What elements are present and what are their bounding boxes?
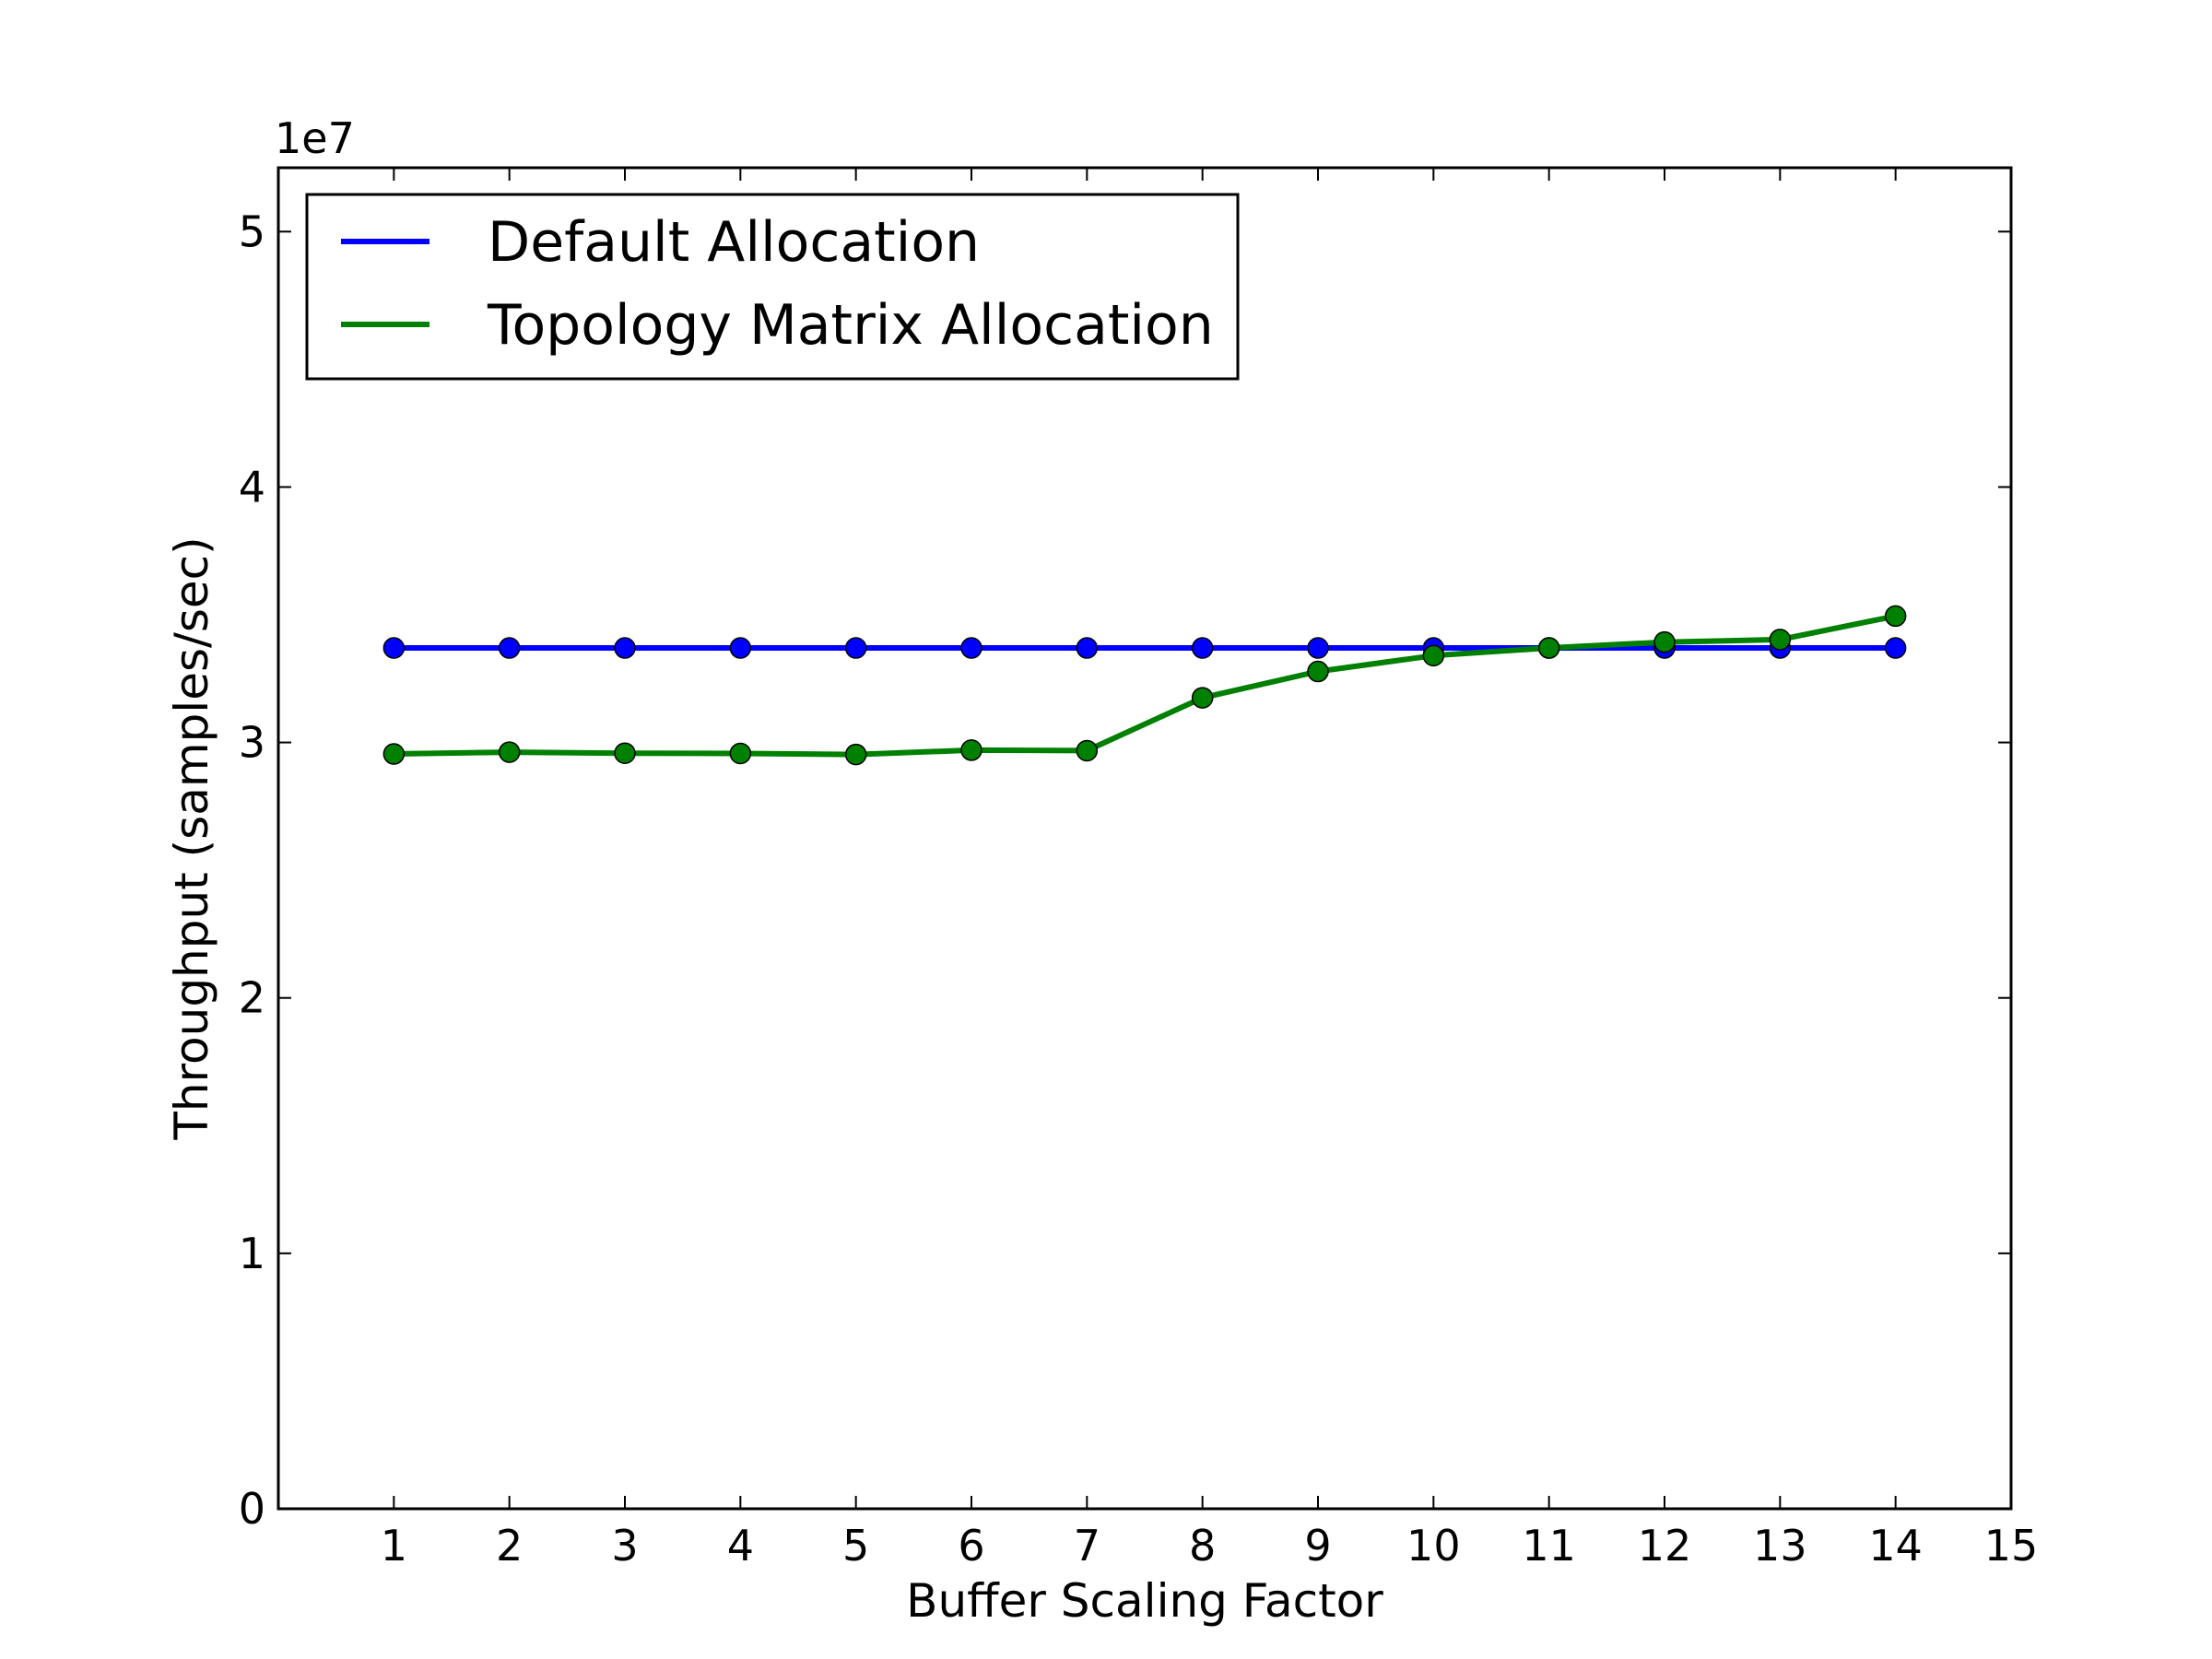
series-line-topology-matrix-allocation: [394, 613, 1897, 758]
x-tick-label: 2: [496, 1521, 523, 1571]
data-point: [498, 637, 521, 659]
data-point: [1191, 637, 1214, 659]
data-point: [1422, 644, 1445, 667]
x-tick-label: 4: [727, 1521, 754, 1571]
x-tick-label: 12: [1638, 1521, 1692, 1571]
x-tick-label: 3: [611, 1521, 638, 1571]
data-point: [498, 741, 521, 763]
y-axis-offset-label: 1e7: [275, 113, 355, 163]
x-tick-label: 10: [1406, 1521, 1461, 1571]
x-tick-label: 1: [381, 1521, 407, 1571]
data-point: [1076, 739, 1099, 762]
data-point: [1076, 637, 1099, 659]
data-point: [1884, 605, 1907, 628]
y-tick-label: 4: [239, 462, 265, 512]
data-point: [1307, 660, 1329, 683]
legend-box: [305, 193, 1240, 381]
data-point: [729, 742, 752, 765]
data-point: [844, 743, 867, 766]
x-tick-label: 8: [1189, 1521, 1216, 1571]
data-point: [960, 637, 982, 659]
data-point: [729, 637, 752, 659]
x-tick-label: 13: [1753, 1521, 1807, 1571]
legend-label-default-allocation: Default Allocation: [488, 210, 980, 275]
x-tick-label: 6: [958, 1521, 984, 1571]
x-tick-label: 15: [1984, 1521, 2039, 1571]
data-point: [1653, 630, 1676, 653]
x-tick-label: 7: [1074, 1521, 1100, 1571]
data-point: [382, 637, 406, 659]
x-tick-label: 5: [842, 1521, 869, 1571]
y-tick-label: 2: [239, 973, 265, 1023]
y-tick-label: 5: [239, 206, 265, 256]
y-tick-label: 3: [239, 718, 265, 768]
x-tick-label: 14: [1868, 1521, 1923, 1571]
data-point: [614, 637, 636, 659]
legend: Default Allocation Topology Matrix Alloc…: [305, 193, 1240, 381]
data-point: [1307, 637, 1329, 659]
data-point: [960, 739, 982, 761]
data-point: [844, 637, 867, 659]
data-point: [1769, 629, 1792, 651]
data-point: [1191, 687, 1214, 709]
plot-frame: [276, 166, 2013, 1511]
x-tick-label: 11: [1522, 1521, 1576, 1571]
series-layer: [382, 605, 1907, 766]
y-axis-label: Throughput (samples/sec): [165, 536, 218, 1140]
legend-label-topology-matrix-allocation: Topology Matrix Allocation: [487, 293, 1214, 358]
data-point: [1537, 637, 1560, 659]
data-point: [1884, 637, 1907, 659]
data-point: [614, 742, 636, 764]
data-point: [382, 743, 406, 765]
y-tick-label: 0: [239, 1484, 265, 1534]
x-axis-label: Buffer Scaling Factor: [906, 1574, 1383, 1628]
x-tick-label: 9: [1304, 1521, 1331, 1571]
series-topology-matrix-allocation: [382, 605, 1907, 766]
y-tick-label: 1: [239, 1229, 265, 1278]
